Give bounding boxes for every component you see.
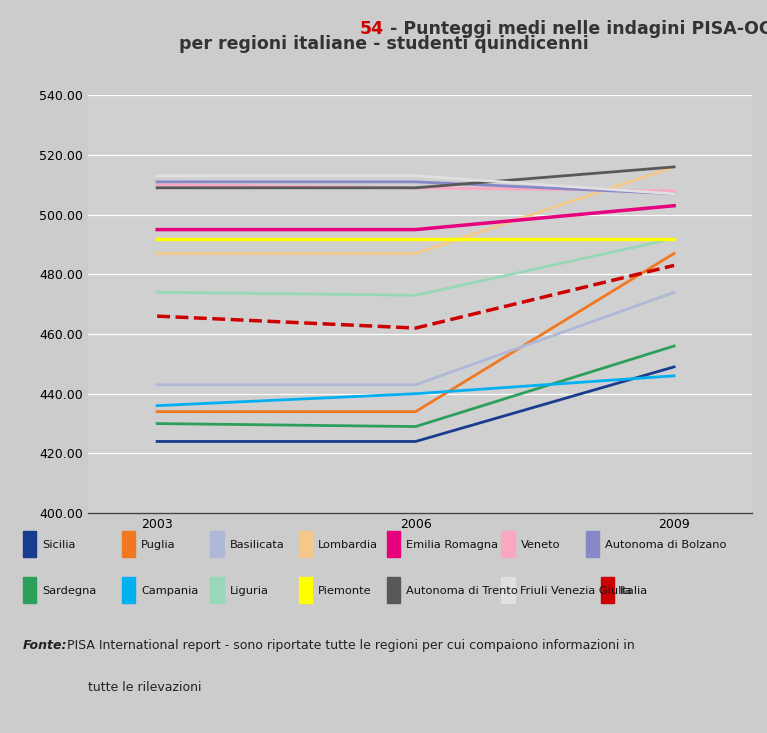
Text: PISA International report - sono riportate tutte le regioni per cui compaiono in: PISA International report - sono riporta… <box>67 639 634 652</box>
Bar <box>387 578 400 603</box>
Text: per regioni italiane - studenti quindicenni: per regioni italiane - studenti quindice… <box>179 35 588 53</box>
Bar <box>210 578 224 603</box>
Text: Campania: Campania <box>141 586 199 595</box>
Text: - Punteggi medi nelle indagini PISA-OCSE (matematica): - Punteggi medi nelle indagini PISA-OCSE… <box>384 20 767 37</box>
Text: Fonte:: Fonte: <box>23 639 67 652</box>
Bar <box>23 531 36 557</box>
Text: Lombardia: Lombardia <box>318 539 378 550</box>
Text: Sardegna: Sardegna <box>42 586 96 595</box>
Text: Piemonte: Piemonte <box>318 586 371 595</box>
Text: Friuli Venezia Giulia: Friuli Venezia Giulia <box>521 586 632 595</box>
Bar <box>502 578 515 603</box>
Text: Sicilia: Sicilia <box>42 539 75 550</box>
Bar <box>387 531 400 557</box>
Text: Liguria: Liguria <box>229 586 268 595</box>
Bar <box>23 578 36 603</box>
Text: 54: 54 <box>360 20 384 37</box>
Bar <box>502 531 515 557</box>
Text: tutte le rilevazioni: tutte le rilevazioni <box>88 680 202 693</box>
Bar <box>586 531 599 557</box>
Text: Veneto: Veneto <box>521 539 560 550</box>
Text: Basilicata: Basilicata <box>229 539 285 550</box>
Bar <box>601 578 614 603</box>
Text: Emilia Romagna: Emilia Romagna <box>407 539 499 550</box>
Bar <box>210 531 224 557</box>
Bar <box>122 578 135 603</box>
Text: Puglia: Puglia <box>141 539 176 550</box>
Bar <box>122 531 135 557</box>
Text: Autonoma di Bolzano: Autonoma di Bolzano <box>605 539 726 550</box>
Bar <box>299 531 312 557</box>
Bar <box>299 578 312 603</box>
Text: Autonoma di Trento: Autonoma di Trento <box>407 586 518 595</box>
Text: Italia: Italia <box>620 586 648 595</box>
